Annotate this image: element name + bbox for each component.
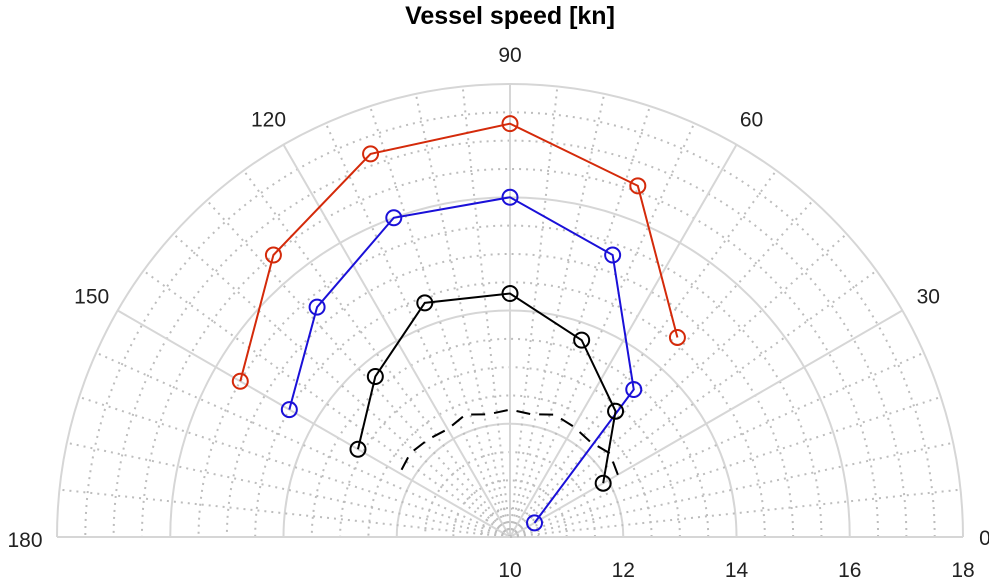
series-line-dashed xyxy=(398,408,619,476)
angle-tick-label: 120 xyxy=(251,109,286,132)
data-point-black xyxy=(607,402,625,420)
series-line-red xyxy=(239,122,679,382)
grid-spoke-major xyxy=(509,144,738,538)
grid-spoke-minor xyxy=(461,86,511,538)
data-point-black xyxy=(416,294,434,312)
data-point-black xyxy=(366,368,384,386)
chart-title: Vessel speed [kn] xyxy=(405,2,615,30)
series-blue xyxy=(280,188,643,532)
series-line-black xyxy=(357,292,617,484)
radial-tick-label: 10 xyxy=(498,559,521,578)
data-point-blue xyxy=(308,298,326,316)
series-line-blue xyxy=(288,196,635,524)
radial-tick-labels: 10 12 14 16 18 xyxy=(498,559,974,578)
grid-spoke-major xyxy=(117,309,511,538)
series-black xyxy=(349,285,625,492)
data-point-black xyxy=(501,285,519,303)
grid-circle-minor xyxy=(140,168,880,538)
grid-circle-minor xyxy=(310,338,710,538)
data-point-blue xyxy=(501,188,519,206)
data-point-blue xyxy=(385,209,403,227)
data-point-blue xyxy=(526,514,544,532)
grid-circle-minor xyxy=(112,139,908,538)
angle-tick-labels: 0 30 60 90 120 150 180 xyxy=(7,44,989,552)
grid-circle-minor xyxy=(225,252,795,538)
grid-spoke-major xyxy=(282,144,511,538)
data-point-black xyxy=(349,440,367,458)
radial-tick-label: 16 xyxy=(838,559,861,578)
data-point-black xyxy=(594,474,612,492)
angle-tick-label: 180 xyxy=(7,529,42,552)
data-point-red xyxy=(501,115,519,133)
angle-tick-label: 150 xyxy=(74,286,109,309)
radial-tick-label: 18 xyxy=(951,559,974,578)
data-point-blue xyxy=(280,401,298,419)
angle-tick-label: 60 xyxy=(740,109,763,132)
data-point-red xyxy=(264,246,282,264)
data-point-red xyxy=(668,328,686,346)
series-dashed xyxy=(398,408,619,476)
radial-tick-label: 12 xyxy=(612,559,635,578)
grid xyxy=(56,83,964,538)
data-point-black xyxy=(573,331,591,349)
data-point-red xyxy=(231,372,249,390)
data-point-blue xyxy=(604,246,622,264)
series-red xyxy=(231,115,686,390)
data-point-red xyxy=(362,145,380,163)
data-point-blue xyxy=(625,381,643,399)
grid-spoke-minor xyxy=(509,199,814,538)
grid-spoke-major xyxy=(509,309,903,538)
data-point-red xyxy=(629,177,647,195)
angle-tick-label: 0 xyxy=(979,527,989,550)
series-layer xyxy=(231,115,686,532)
radial-tick-label: 14 xyxy=(725,559,749,578)
angle-tick-label: 90 xyxy=(498,44,521,67)
angle-tick-label: 30 xyxy=(917,286,940,309)
